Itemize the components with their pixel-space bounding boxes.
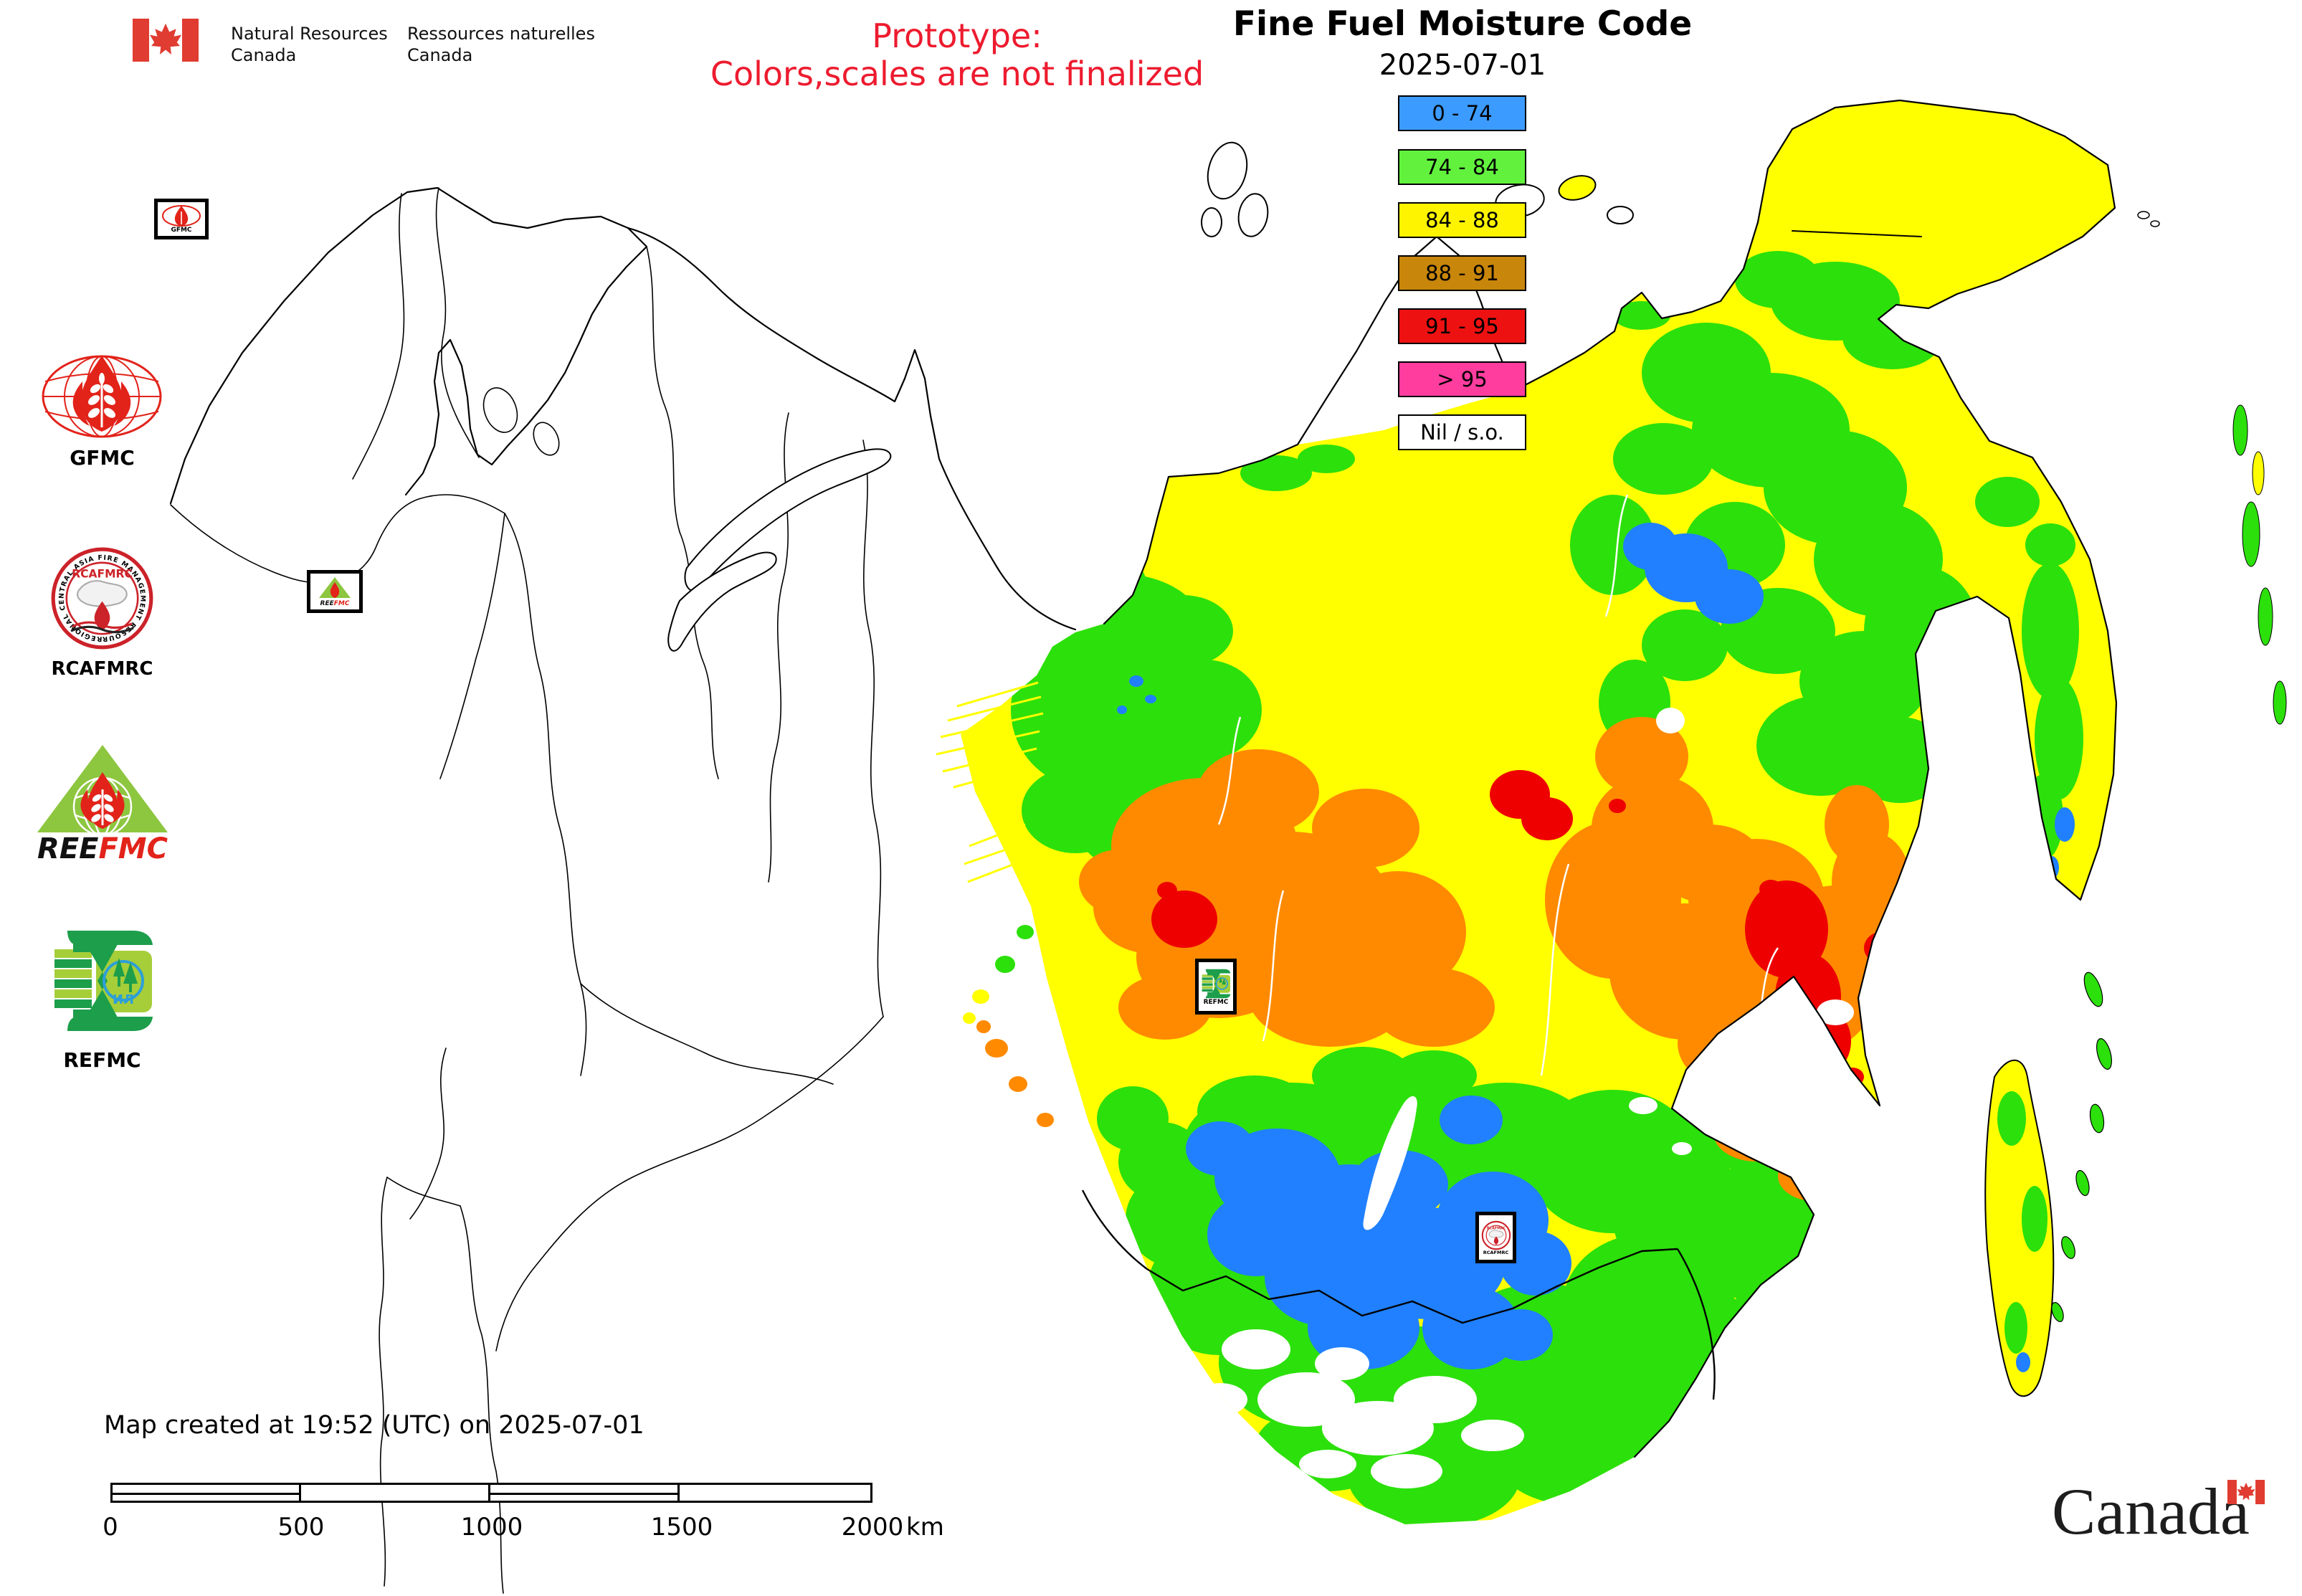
south-country-borders xyxy=(1081,1189,1716,1400)
data-edge-hatch xyxy=(936,681,1044,883)
lake-ladoga-onega xyxy=(482,387,560,456)
canada-flag-icon xyxy=(133,19,199,62)
scale-segment-2 xyxy=(299,1483,490,1503)
legend-item-74-84: 74 - 84 xyxy=(1398,149,1526,185)
scale-tick-1500: 1500 xyxy=(650,1513,713,1542)
refmc-map-marker: REFMC xyxy=(1195,959,1237,1015)
rcafmrc-marker-icon: RCAFMRC xyxy=(1481,1220,1511,1250)
ffmc-river-squiggles xyxy=(1217,494,1779,1076)
europe-internal-borders xyxy=(170,187,884,1594)
scale-unit: km xyxy=(906,1513,944,1542)
refmc-logo: ИЛ xyxy=(52,929,153,1032)
scale-bar: 0 500 1000 1500 2000 km xyxy=(103,1483,944,1542)
agency-name-en: Natural Resources Canada xyxy=(231,24,388,65)
maple-leaf-icon xyxy=(149,23,182,54)
legend-item-88-91: 88 - 91 xyxy=(1398,255,1526,291)
gfmc-map-marker: GFMC xyxy=(154,199,209,239)
map-date: 2025-07-01 xyxy=(1379,49,1546,82)
ffmc-blue-0-74 xyxy=(1117,523,2075,1369)
kuril-islands xyxy=(2051,972,2112,1322)
rcafmrc-map-marker: RCAFMRC RCAFMRC xyxy=(1475,1212,1516,1263)
scale-segment-3 xyxy=(488,1483,680,1503)
pechora-yamal-coast xyxy=(627,227,1077,631)
reefmc-logo: REEFMC xyxy=(37,745,168,865)
canada-wordmark: Canada xyxy=(2052,1478,2265,1544)
scandinavia-whitesea-coast xyxy=(169,186,648,505)
west-coastline-layer xyxy=(169,141,2160,1594)
gfmc-label: GFMC xyxy=(70,446,135,470)
map-created-text: Map created at 19:52 (UTC) on 2025-07-01 xyxy=(104,1411,645,1440)
chukotka-border-line xyxy=(1792,230,1922,237)
legend-item-0-74: 0 - 74 xyxy=(1398,95,1526,131)
svg-text:RCAFMRC: RCAFMRC xyxy=(72,568,133,581)
refmc-marker-icon xyxy=(1201,968,1231,999)
prototype-warning: Prototype: Colors,scales are not finaliz… xyxy=(710,16,1204,93)
agency-name-fr: Ressources naturelles Canada xyxy=(407,24,595,65)
rcafmrc-logo: REGIONAL CENTRAL ASIA FIRE MANAGEMENT RE… xyxy=(50,546,153,650)
gfmc-logo xyxy=(42,355,162,438)
sakhalin-island xyxy=(1984,1059,2055,1397)
rcafmrc-label: RCAFMRC xyxy=(51,658,153,680)
ffmc-data-layer xyxy=(961,100,2116,1524)
scale-segment-1 xyxy=(110,1483,301,1503)
scale-tick-2000: 2000 xyxy=(841,1513,904,1542)
svg-text:RCAFMRC: RCAFMRC xyxy=(1486,1226,1506,1230)
refmc-label: REFMC xyxy=(63,1048,141,1072)
wordmark-flag-icon xyxy=(2227,1480,2265,1504)
novaya-zemlya-islands xyxy=(667,448,892,652)
header: Natural Resources Canada Ressources natu… xyxy=(0,0,2302,115)
scale-tick-0: 0 xyxy=(103,1513,118,1542)
severnaya-zemlya-islands xyxy=(1201,141,1269,237)
scale-tick-500: 500 xyxy=(277,1513,325,1542)
bering-strait-islands xyxy=(2137,211,2160,227)
legend-item-91-95: 91 - 95 xyxy=(1398,308,1526,344)
far-east-edge-slivers xyxy=(2232,404,2287,725)
svg-text:ИЛ: ИЛ xyxy=(113,992,134,1007)
svg-text:REEFMC: REEFMC xyxy=(37,832,168,865)
map-title: Fine Fuel Moisture Code xyxy=(1232,4,1693,44)
rcafmrc-map-squiggle xyxy=(77,580,128,607)
gfmc-marker-icon xyxy=(162,205,201,227)
scale-segment-4 xyxy=(677,1483,872,1503)
legend-item-gt-95: > 95 xyxy=(1398,361,1526,397)
reefmc-marker-icon xyxy=(319,576,351,598)
refmc-sigma xyxy=(73,939,120,1022)
ffmc-orange-88-91 xyxy=(1079,717,1936,1354)
scale-tick-1000: 1000 xyxy=(460,1513,523,1542)
legend-item-84-88: 84 - 88 xyxy=(1398,202,1526,238)
legend-item-nil: Nil / s.o. xyxy=(1398,414,1526,450)
reefmc-map-marker: REEFMC xyxy=(307,570,363,613)
lake-baikal xyxy=(1363,1096,1417,1230)
data-edge-dots xyxy=(963,925,1054,1127)
